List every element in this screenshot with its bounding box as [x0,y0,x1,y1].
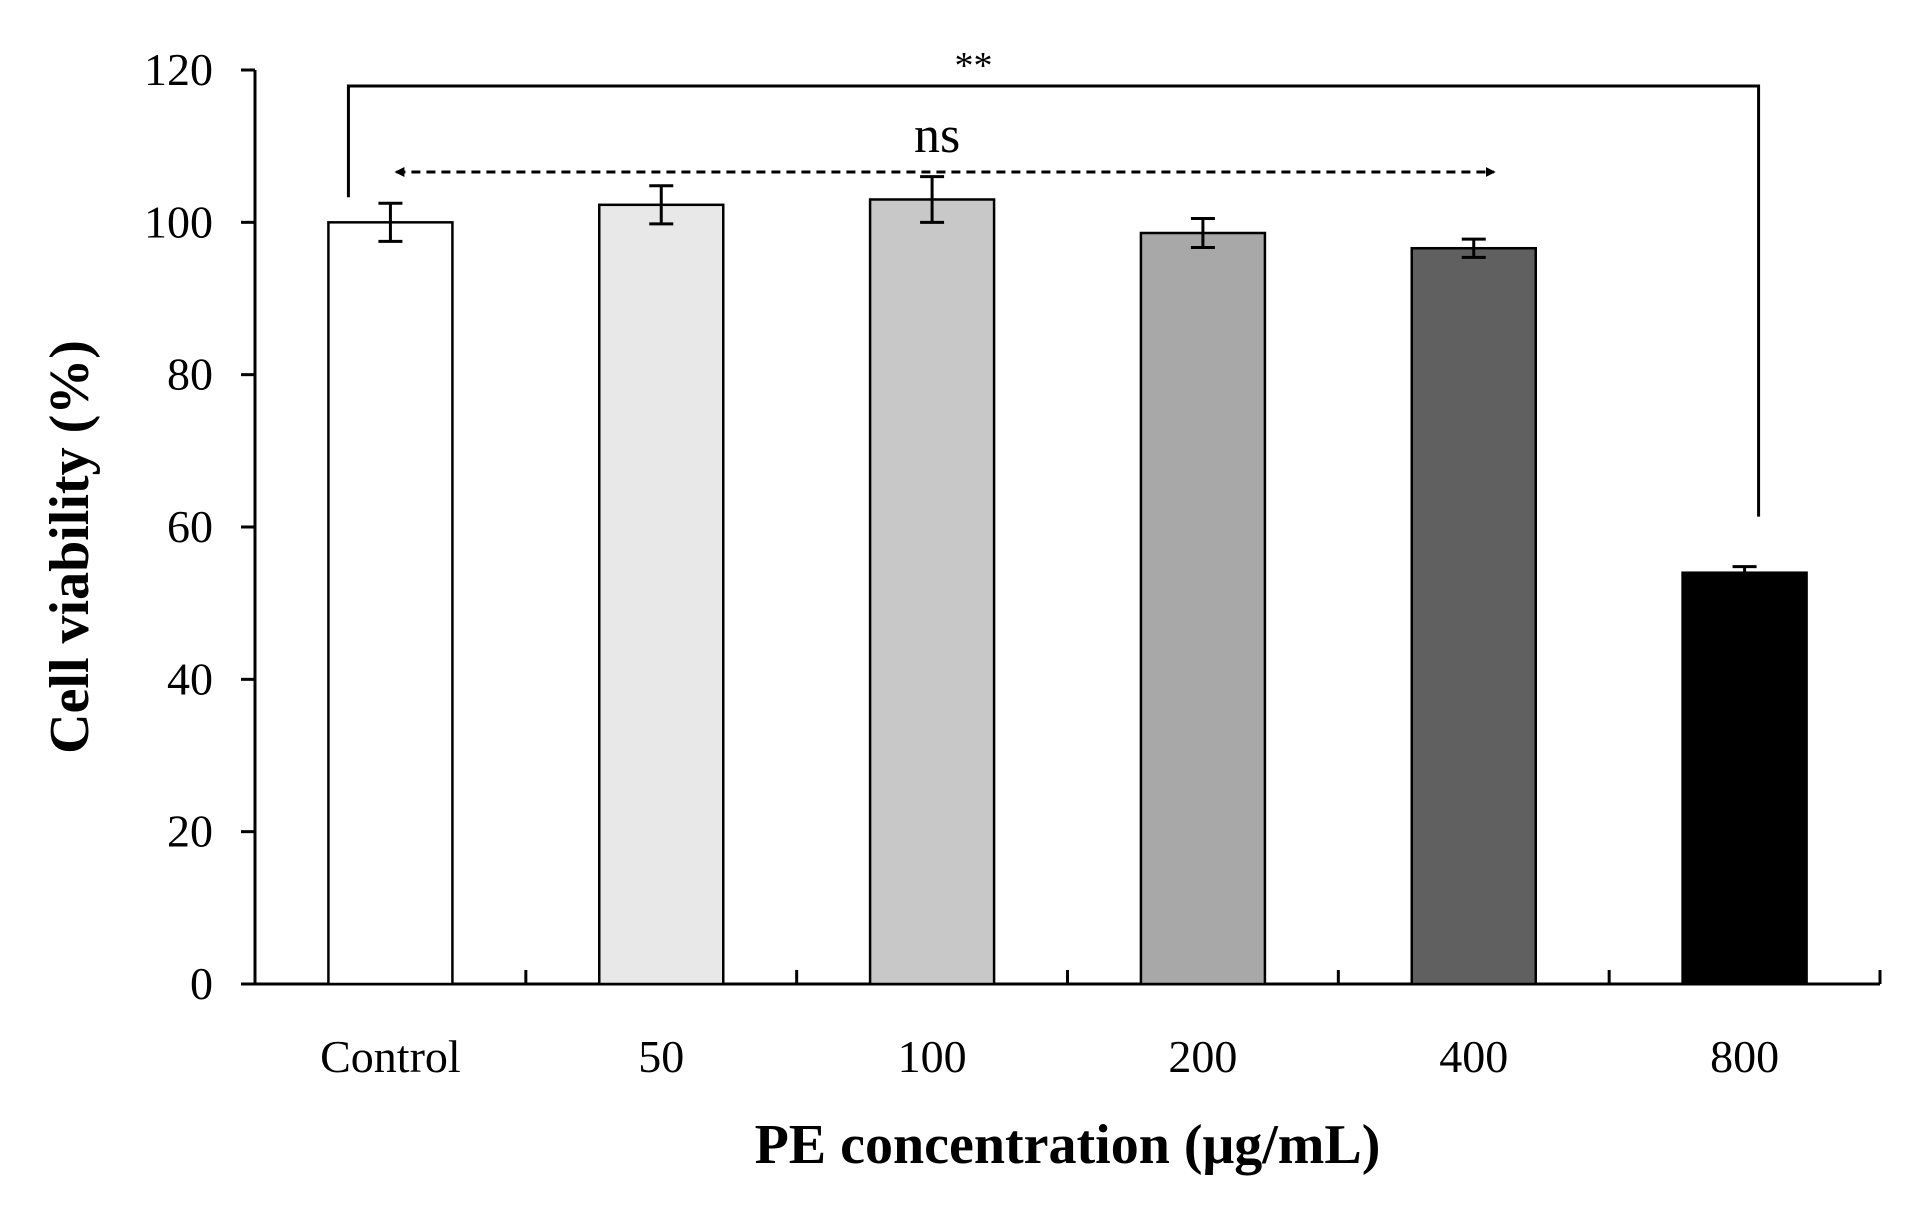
y-tick-label: 80 [167,349,213,400]
y-tick-label: 60 [167,501,213,552]
x-tick-label: 800 [1710,1031,1779,1082]
significance-label: ** [955,45,993,87]
significance-bracket [346,84,1761,517]
x-axis: Control 50 100 200 400 800 [255,970,1882,1082]
significance-annotations: ** ns [346,45,1761,517]
ns-label: ns [914,107,960,164]
y-tick-label: 100 [144,196,213,247]
x-tick-label: 100 [898,1031,967,1082]
x-tick-label: Control [320,1031,461,1082]
bar-control [327,221,454,986]
x-tick-label: 200 [1168,1031,1237,1082]
y-tick-label: 0 [190,958,213,1009]
y-tick-label: 120 [144,44,213,95]
bar-400 [1410,246,1537,986]
y-tick-label: 20 [167,806,213,857]
y-axis: 0 20 40 60 80 100 120 [144,44,257,1009]
x-tick-label: 50 [638,1031,684,1082]
y-tick-label: 40 [167,653,213,704]
bar-800 [1681,571,1808,986]
bar-50 [598,203,725,986]
y-axis-title: Cell viability (%) [39,340,101,754]
x-axis-title: PE concentration (μg/mL) [755,1114,1381,1176]
bars [327,175,1808,986]
bar-200 [1139,231,1267,986]
bar-100 [868,198,996,986]
x-tick-label: 400 [1439,1031,1508,1082]
